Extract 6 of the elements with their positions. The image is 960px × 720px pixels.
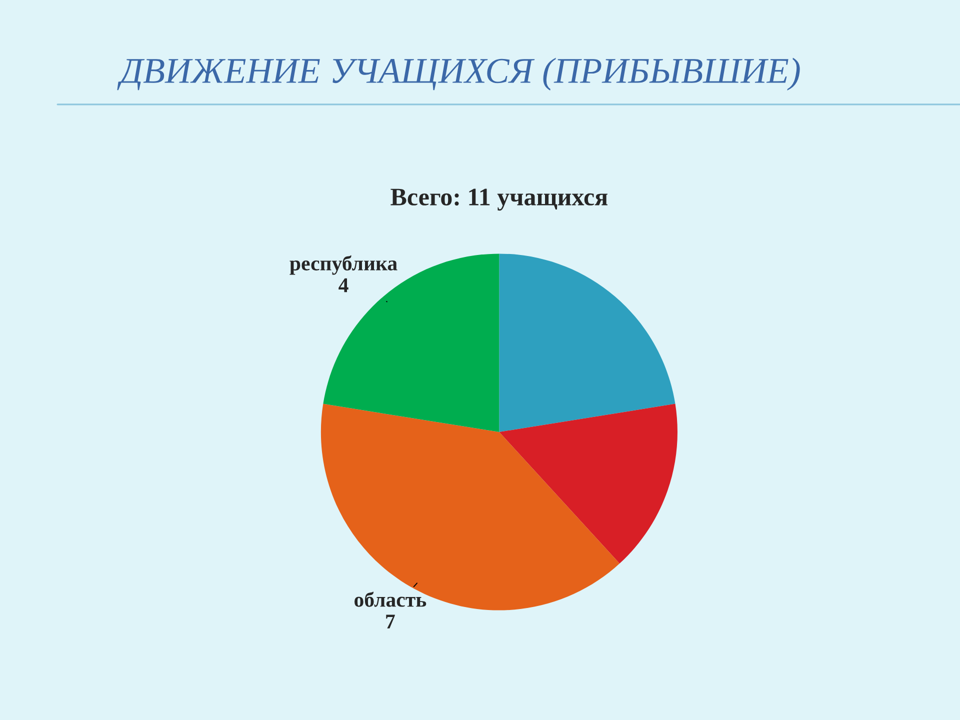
slice-label: республика — [290, 255, 398, 275]
data-label: 4 — [338, 278, 348, 292]
data-label: 7 — [386, 614, 395, 628]
chart-subtitle: Всего: 11 учащихся — [390, 188, 608, 211]
slice-label: область — [354, 592, 426, 607]
chart-title: ДВИЖЕНИЕ УЧАЩИХСЯ (ПРИБЫВШИЕ) — [117, 58, 800, 90]
